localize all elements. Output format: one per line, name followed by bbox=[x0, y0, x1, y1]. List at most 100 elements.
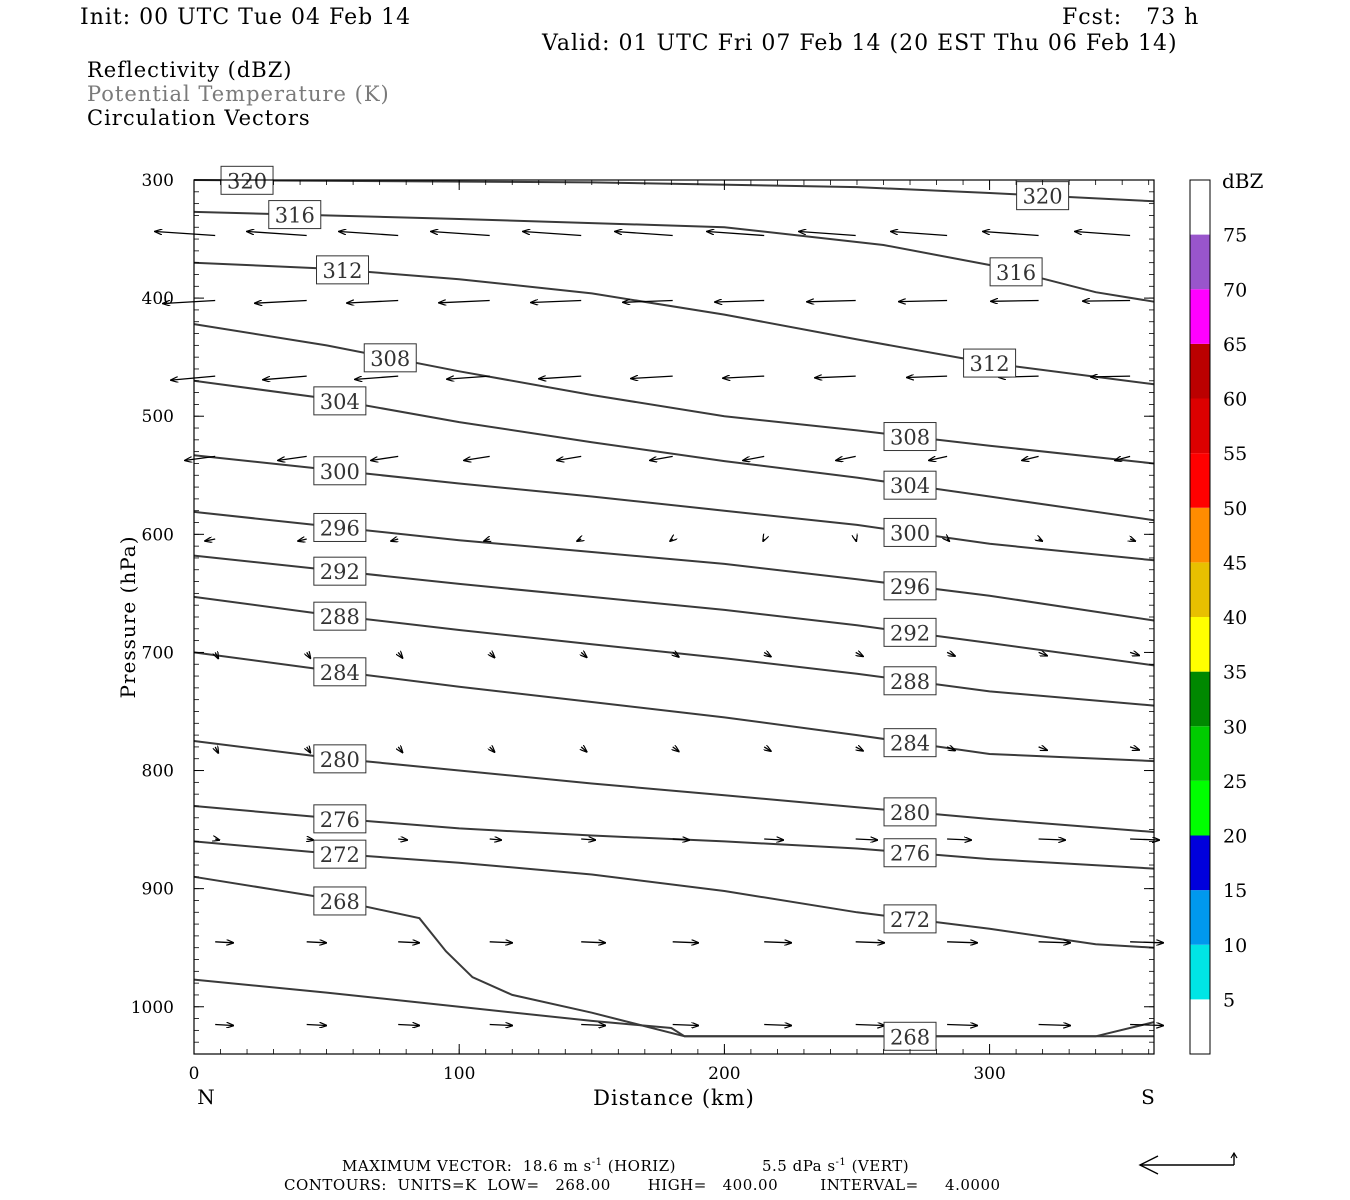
circulation-vector bbox=[650, 455, 673, 460]
isentrope-label-box bbox=[313, 601, 367, 631]
isentrope-label-268-0: 268 bbox=[313, 886, 367, 916]
circulation-vector bbox=[489, 839, 502, 840]
circulation-vector bbox=[855, 839, 878, 840]
circulation-vector bbox=[1038, 942, 1071, 943]
circulation-vector bbox=[947, 839, 971, 840]
circulation-vector bbox=[1130, 1025, 1163, 1026]
colorbar-tick-label: 65 bbox=[1223, 334, 1247, 356]
circulation-vector bbox=[447, 375, 490, 379]
circulation-vector bbox=[743, 455, 765, 460]
circulation-vector bbox=[1091, 376, 1131, 377]
isentrope-label-box bbox=[1016, 181, 1070, 211]
circulation-vector bbox=[856, 652, 863, 656]
colorbar-swatch bbox=[1190, 289, 1210, 344]
circulation-vector bbox=[431, 232, 490, 237]
circulation-vector bbox=[856, 539, 857, 541]
circulation-vector bbox=[307, 747, 311, 753]
circulation-vector bbox=[247, 232, 307, 237]
circulation-vector bbox=[1129, 652, 1139, 655]
colorbar-tick-label: 30 bbox=[1223, 716, 1247, 738]
circulation-vector bbox=[673, 652, 679, 657]
colorbar-tick-label: 75 bbox=[1223, 225, 1247, 247]
colorbar-swatch bbox=[1190, 562, 1210, 617]
isentrope-label-box bbox=[883, 666, 937, 696]
circulation-vector bbox=[439, 301, 490, 303]
circulation-vector bbox=[489, 1025, 513, 1026]
circulation-vector bbox=[307, 839, 314, 840]
colorbar-tick-label: 5 bbox=[1223, 989, 1235, 1011]
circulation-vector bbox=[163, 299, 216, 304]
isentrope-label-text: 292 bbox=[890, 621, 930, 645]
isentrope-label-284-0: 284 bbox=[313, 657, 367, 687]
x-end-label-south: S bbox=[1141, 1085, 1155, 1109]
isentrope-label-text: 276 bbox=[890, 842, 930, 866]
isentrope-label-box bbox=[313, 456, 367, 486]
colorbar-swatch bbox=[1190, 617, 1210, 672]
circulation-vector bbox=[1022, 455, 1039, 460]
circulation-vector bbox=[899, 301, 948, 302]
isentrope-label-text: 312 bbox=[970, 352, 1010, 376]
colorbar-tick-label: 25 bbox=[1223, 771, 1247, 793]
isentrope-label-box bbox=[883, 838, 937, 868]
circulation-vector bbox=[581, 652, 586, 657]
colorbar-swatch bbox=[1190, 453, 1210, 508]
colorbar-swatch bbox=[1190, 890, 1210, 945]
isentrope-label-316-0: 316 bbox=[268, 200, 322, 230]
circulation-vector bbox=[490, 652, 495, 657]
y-tick-label: 400 bbox=[142, 289, 174, 309]
isentrope-label-296-0: 296 bbox=[313, 512, 367, 542]
isentrope-label-text: 308 bbox=[890, 426, 930, 450]
isentrope-label-text: 300 bbox=[320, 460, 360, 484]
colorbar-tick-label: 15 bbox=[1223, 880, 1247, 902]
colorbar-tick-label: 70 bbox=[1223, 279, 1247, 301]
isentrope-label-text: 304 bbox=[320, 390, 360, 414]
circulation-vector bbox=[815, 376, 856, 378]
circulation-vector bbox=[263, 375, 307, 380]
isentrope-label-296-1: 296 bbox=[883, 571, 937, 601]
isentrope-label-text: 312 bbox=[322, 259, 362, 283]
circulation-vector bbox=[398, 839, 407, 840]
circulation-vector bbox=[1039, 539, 1043, 541]
circulation-vector bbox=[215, 839, 219, 840]
isentrope-label-308-0: 308 bbox=[363, 343, 417, 373]
circulation-vector bbox=[155, 232, 216, 237]
circulation-vector bbox=[764, 942, 791, 943]
isentrope-label-box bbox=[883, 422, 937, 452]
isentrope-label-text: 296 bbox=[890, 575, 930, 599]
circulation-vector bbox=[306, 1025, 327, 1026]
x-axis-label: Distance (km) bbox=[593, 1086, 755, 1110]
isentrope-label-320-1: 320 bbox=[1016, 181, 1070, 211]
circulation-vector bbox=[581, 942, 605, 943]
isentrope-label-box bbox=[313, 744, 367, 774]
circulation-vector bbox=[855, 1025, 885, 1026]
isentrope-label-text: 292 bbox=[320, 560, 360, 584]
circulation-vector bbox=[1075, 232, 1131, 237]
circulation-vector bbox=[577, 539, 581, 541]
legend-reflectivity: Reflectivity (dBZ) bbox=[87, 58, 293, 82]
circulation-vector bbox=[347, 301, 399, 304]
circulation-vector bbox=[398, 942, 419, 943]
isentrope-label-box bbox=[316, 255, 370, 285]
circulation-vector bbox=[673, 747, 679, 752]
circulation-vector bbox=[355, 375, 399, 379]
y-tick-label: 1000 bbox=[131, 998, 174, 1018]
circulation-vector bbox=[947, 1025, 977, 1026]
circulation-vector bbox=[799, 232, 856, 237]
isentrope-label-300-0: 300 bbox=[313, 456, 367, 486]
circulation-vector bbox=[672, 942, 699, 943]
isentrope-308 bbox=[193, 323, 1155, 465]
isentrope-label-box bbox=[313, 839, 367, 869]
circulation-vector bbox=[539, 376, 582, 379]
isentrope-label-text: 272 bbox=[890, 908, 930, 932]
isentrope-label-text: 300 bbox=[890, 521, 930, 545]
isentrope-label-288-0: 288 bbox=[313, 601, 367, 631]
colorbar-swatch bbox=[1190, 343, 1210, 399]
isentrope-label-text: 296 bbox=[320, 516, 360, 540]
circulation-vector bbox=[991, 301, 1039, 302]
circulation-vector bbox=[215, 652, 218, 658]
colorbar-swatch bbox=[1190, 944, 1210, 1000]
isentrope-label-text: 268 bbox=[320, 890, 360, 914]
circulation-vector bbox=[398, 747, 402, 752]
isentrope-label-308-1: 308 bbox=[883, 422, 937, 452]
isentrope-label-box bbox=[313, 512, 367, 542]
